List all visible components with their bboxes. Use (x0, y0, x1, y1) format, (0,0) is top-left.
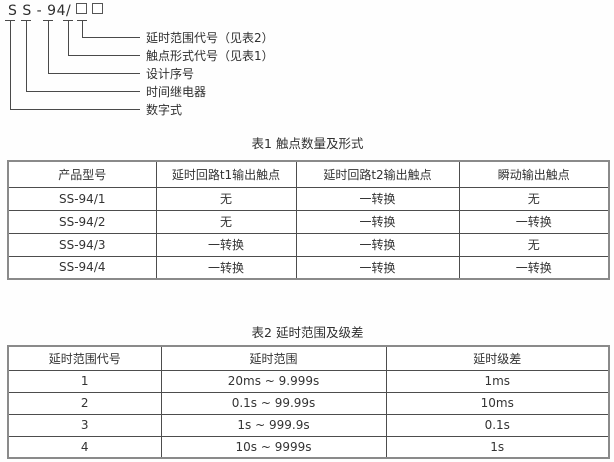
table-cell: 20ms ~ 9.999s (160, 369, 387, 393)
callout-line (10, 109, 140, 110)
table-cell: 一转换 (295, 232, 460, 257)
callout-label-design-serial: 设计序号 (146, 67, 195, 81)
callout-label-contact-form-code: 触点形式代号（见表1） (146, 49, 274, 63)
contact-forms-table: 产品型号 延时回路t1输出触点 延时回路t2输出触点 瞬动输出触点 SS-94/… (7, 160, 610, 280)
callout-label-digital-type: 数字式 (146, 103, 183, 117)
callout-line (26, 20, 27, 91)
table-cell: 1s ~ 999.9s (160, 413, 387, 437)
table-row: 2 0.1s ~ 99.99s 10ms (7, 391, 610, 415)
table-row: SS-94/4 一转换 一转换 一转换 (7, 255, 610, 280)
callout-line (82, 20, 83, 37)
table-cell: 一转换 (295, 255, 460, 280)
table-cell: 无 (155, 209, 297, 234)
table-cell: 0.1s (385, 413, 610, 437)
callout-line (48, 20, 49, 73)
table-cell: 一转换 (295, 209, 460, 234)
table-cell: 4 (7, 435, 162, 459)
table-cell: 0.1s ~ 99.99s (160, 391, 387, 415)
table-cell: SS-94/3 (7, 232, 157, 257)
table-cell: 一转换 (295, 186, 460, 211)
callout-line (68, 20, 69, 55)
table-header-row: 产品型号 延时回路t1输出触点 延时回路t2输出触点 瞬动输出触点 (7, 160, 610, 188)
table-row: 1 20ms ~ 9.999s 1ms (7, 369, 610, 393)
table-header-row: 延时范围代号 延时范围 延时级差 (7, 345, 610, 371)
table-cell: SS-94/2 (7, 209, 157, 234)
header-cell: 延时级差 (385, 345, 610, 371)
table-cell: 1 (7, 369, 162, 393)
callout-line (68, 55, 140, 56)
table-row: 3 1s ~ 999.9s 0.1s (7, 413, 610, 437)
table-cell: 无 (155, 186, 297, 211)
header-cell: 瞬动输出触点 (458, 160, 610, 188)
delay-range-table: 延时范围代号 延时范围 延时级差 1 20ms ~ 9.999s 1ms 2 0… (7, 345, 610, 459)
table-cell: 一转换 (458, 255, 610, 280)
callout-label-time-relay: 时间继电器 (146, 85, 207, 99)
placeholder-box-icon (76, 3, 88, 14)
table-row: SS-94/1 无 一转换 无 (7, 186, 610, 211)
table-cell: 一转换 (155, 255, 297, 280)
header-cell: 延时范围 (160, 345, 387, 371)
table-row: SS-94/2 无 一转换 一转换 (7, 209, 610, 234)
table-cell: 10s ~ 9999s (160, 435, 387, 459)
header-cell: 延时回路t2输出触点 (295, 160, 460, 188)
table-cell: 一转换 (155, 232, 297, 257)
table-row: 4 10s ~ 9999s 1s (7, 435, 610, 459)
callout-line (10, 20, 11, 109)
table-cell: 10ms (385, 391, 610, 415)
callout-line (48, 73, 140, 74)
callout-line (82, 37, 140, 38)
table-cell: 3 (7, 413, 162, 437)
table-cell: 1s (385, 435, 610, 459)
table-cell: 1ms (385, 369, 610, 393)
header-cell: 产品型号 (7, 160, 157, 188)
table-cell: SS-94/1 (7, 186, 157, 211)
model-designation: S S - 94/ (8, 3, 104, 19)
callout-line (26, 91, 140, 92)
table2-title: 表2 延时范围及级差 (251, 325, 364, 340)
table-cell: 一转换 (458, 209, 610, 234)
table-cell: SS-94/4 (7, 255, 157, 280)
table-cell: 无 (458, 186, 610, 211)
model-prefix-text: S S - 94/ (8, 3, 72, 19)
table-row: SS-94/3 一转换 一转换 无 (7, 232, 610, 257)
header-cell: 延时范围代号 (7, 345, 162, 371)
header-cell: 延时回路t1输出触点 (155, 160, 297, 188)
table-cell: 2 (7, 391, 162, 415)
table1-title: 表1 触点数量及形式 (251, 136, 364, 151)
placeholder-box-icon (92, 3, 104, 14)
callout-label-delay-range-code: 延时范围代号（见表2） (146, 31, 274, 45)
table-cell: 无 (458, 232, 610, 257)
